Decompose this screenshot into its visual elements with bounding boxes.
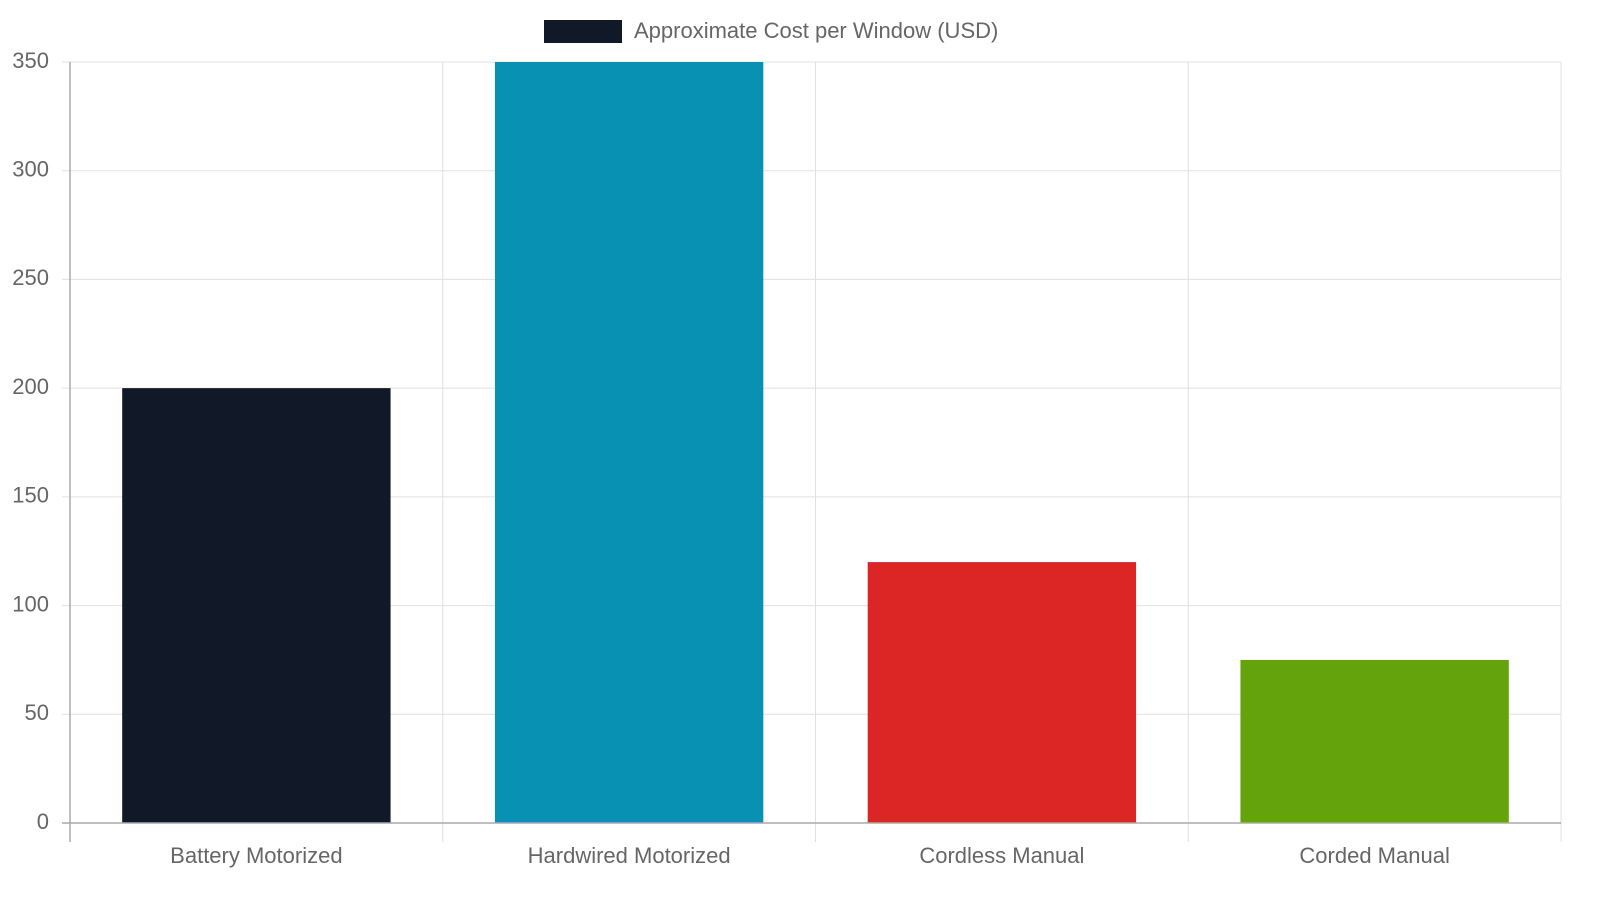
bar: [122, 388, 391, 823]
y-tick-label: 200: [12, 374, 49, 399]
x-tick-label: Battery Motorized: [170, 843, 342, 868]
y-tick-label: 350: [12, 48, 49, 73]
x-tick-label: Hardwired Motorized: [528, 843, 731, 868]
y-tick-label: 50: [25, 700, 49, 725]
y-tick-label: 300: [12, 157, 49, 182]
x-tick-label: Corded Manual: [1299, 843, 1449, 868]
legend-label[interactable]: Approximate Cost per Window (USD): [634, 18, 998, 43]
y-tick-label: 250: [12, 265, 49, 290]
x-tick-label: Cordless Manual: [919, 843, 1084, 868]
y-tick-label: 150: [12, 483, 49, 508]
bar: [1240, 659, 1509, 823]
y-tick-label: 100: [12, 591, 49, 616]
y-tick-label: 0: [37, 809, 49, 834]
bar: [867, 562, 1137, 823]
bar: [494, 62, 764, 823]
legend-swatch[interactable]: [544, 20, 622, 43]
